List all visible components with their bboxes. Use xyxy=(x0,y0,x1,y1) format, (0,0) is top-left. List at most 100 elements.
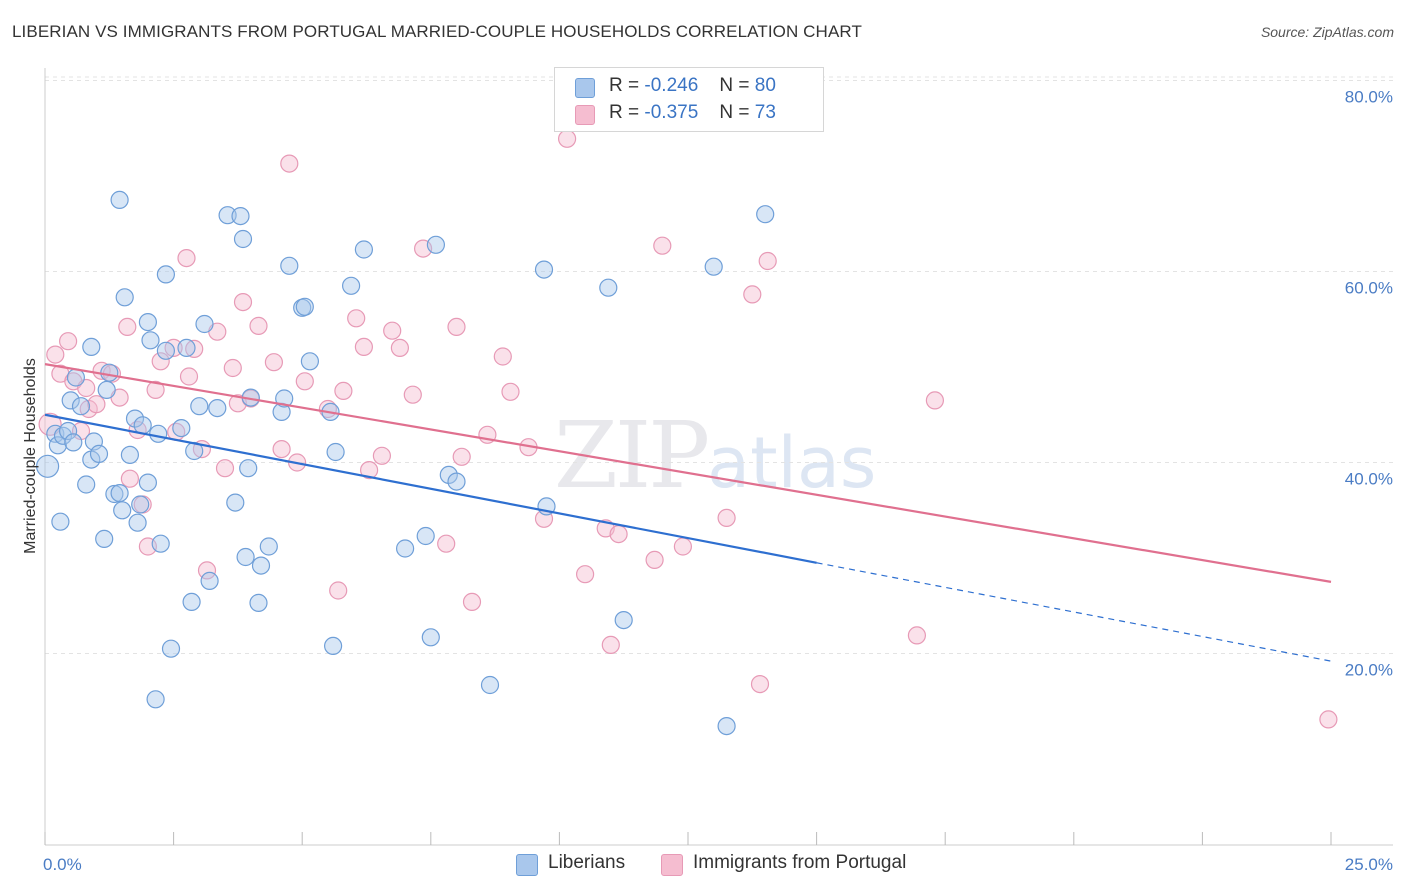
blue-point xyxy=(110,484,129,503)
pink-point xyxy=(120,469,139,488)
blue-point xyxy=(182,592,201,612)
blue-point xyxy=(77,475,96,494)
y-axis-title: Married-couple Households xyxy=(22,358,39,554)
pink-point xyxy=(383,321,402,340)
pink-point xyxy=(907,626,927,645)
pink-point xyxy=(58,332,78,351)
blue-point xyxy=(480,675,500,695)
pink-point xyxy=(197,561,217,580)
blue-point xyxy=(249,593,268,613)
blue-point xyxy=(120,445,139,464)
blue-point xyxy=(717,716,736,736)
blue-point xyxy=(131,495,150,514)
pink-point xyxy=(575,565,595,584)
blue-point xyxy=(113,501,132,520)
blue-point xyxy=(97,380,116,399)
blue-point xyxy=(195,314,214,334)
grid-lines xyxy=(45,76,1393,654)
blue-point xyxy=(190,397,209,416)
pink-point xyxy=(334,381,353,400)
pink-point xyxy=(151,352,170,371)
blue-point xyxy=(105,484,124,504)
pink-point xyxy=(673,537,693,556)
blue-point xyxy=(141,331,160,350)
blue-point xyxy=(756,205,775,224)
legend-swatch-pink xyxy=(575,105,595,125)
pink-point xyxy=(372,446,391,465)
pink-point xyxy=(179,367,199,386)
legend-n-label: N = xyxy=(719,75,750,96)
pink-point xyxy=(46,345,65,364)
pink-point xyxy=(403,385,422,404)
blue-point xyxy=(156,265,175,284)
blue-point xyxy=(280,256,299,275)
pink-point xyxy=(493,347,512,366)
pink-point xyxy=(295,372,314,391)
blue-point xyxy=(51,512,70,531)
y-tick-label: 20.0% xyxy=(1345,661,1393,680)
blue-trend-extension xyxy=(816,562,1332,662)
blue-point xyxy=(61,391,80,410)
blue-point xyxy=(89,444,109,463)
blue-point xyxy=(534,260,554,279)
pink-point xyxy=(501,382,520,401)
blue-point xyxy=(128,513,147,532)
blue-point xyxy=(236,547,255,567)
blue-point xyxy=(151,534,170,553)
blue-point xyxy=(95,529,114,549)
blue-point xyxy=(396,539,415,558)
pink-point xyxy=(354,337,373,356)
pink-point xyxy=(758,251,777,271)
blue-point xyxy=(156,341,175,360)
bottom-legend-swatch-pink xyxy=(661,854,683,876)
axes xyxy=(44,68,1393,846)
y-tick-label: 80.0% xyxy=(1345,88,1393,107)
blue-point xyxy=(100,363,119,382)
blue-point xyxy=(354,240,373,259)
pink-point xyxy=(280,154,299,173)
legend-r-label: R = xyxy=(609,75,640,96)
pink-point xyxy=(447,317,466,336)
blue-point xyxy=(110,190,129,209)
y-tick-label: 40.0% xyxy=(1345,470,1393,489)
tick-labels: 20.0% 40.0% 60.0% 80.0% 0.0% 25.0% Married-cou… xyxy=(22,88,1393,875)
blue-point xyxy=(704,257,723,276)
pink-point xyxy=(601,635,620,655)
pink-point xyxy=(233,293,253,312)
y-tick-label: 60.0% xyxy=(1345,279,1393,298)
chart-title: LIBERIAN VS IMMIGRANTS FROM PORTUGAL MAR… xyxy=(12,22,862,41)
blue-point xyxy=(275,389,294,408)
blue-point xyxy=(300,352,319,371)
pink-point xyxy=(360,461,379,480)
bottom-legend-swatch-blue xyxy=(516,854,538,876)
pink-point xyxy=(750,674,770,694)
legend-n-label: N = xyxy=(719,102,750,123)
blue-point xyxy=(71,397,91,416)
pink-point xyxy=(118,317,137,336)
blue-point xyxy=(421,628,440,647)
pink-point xyxy=(462,592,482,612)
blue-point xyxy=(200,571,219,591)
bottom-legend-label-liberians: Liberians xyxy=(548,852,626,873)
legend-r-label: R = xyxy=(609,102,640,123)
blue-point xyxy=(218,206,237,225)
blue-point xyxy=(66,368,86,387)
bottom-legend-label-portugal: Immigrants from Portugal xyxy=(693,852,907,873)
pink-point xyxy=(645,550,664,570)
legend-r-value: -0.246 xyxy=(644,75,699,96)
blue-point xyxy=(426,235,445,254)
blue-point xyxy=(161,639,181,658)
blue-point xyxy=(614,610,633,630)
blue-point xyxy=(226,493,245,512)
blue-point xyxy=(342,276,361,295)
blue-point xyxy=(35,454,60,478)
legend-swatch-blue xyxy=(575,78,595,98)
x-tick-label: 25.0% xyxy=(1345,855,1393,874)
pink-point xyxy=(185,339,204,358)
blue-point xyxy=(125,409,145,428)
pink-trend-line xyxy=(44,363,1332,583)
blue-point xyxy=(138,473,157,492)
pink-point xyxy=(177,249,196,268)
blue-point xyxy=(146,690,165,709)
